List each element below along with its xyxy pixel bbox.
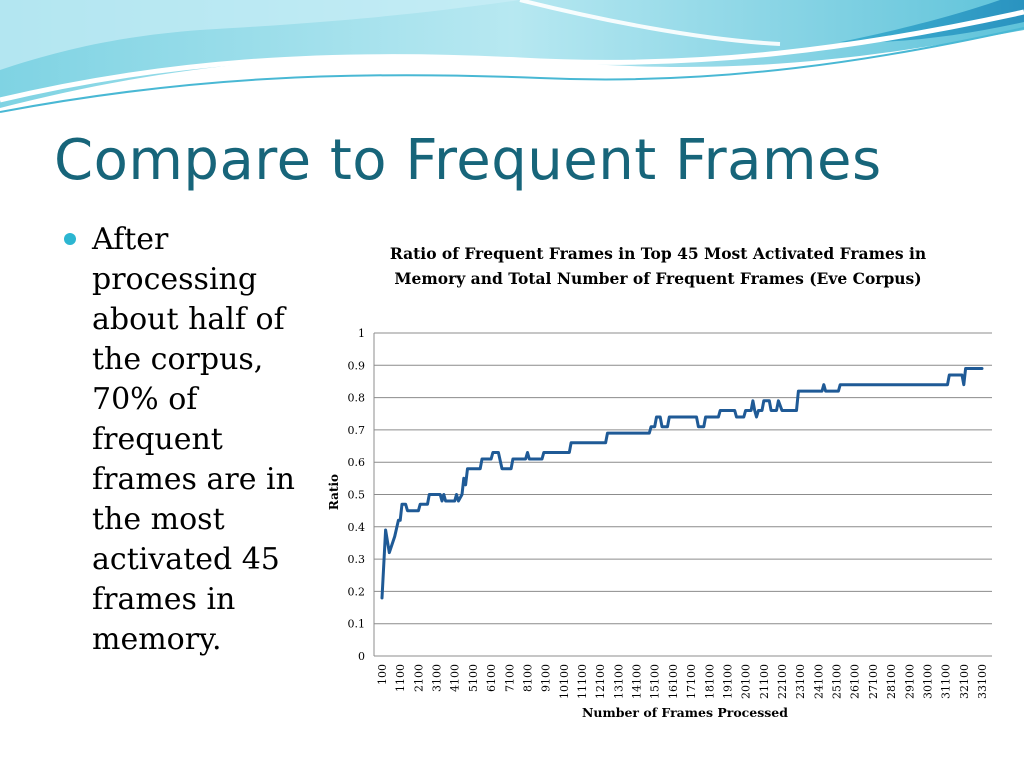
y-tick-label: 0.8	[348, 392, 366, 405]
y-tick-label: 0.9	[348, 359, 366, 372]
x-tick-label: 16100	[667, 664, 680, 699]
x-tick-label: 26100	[849, 664, 862, 699]
x-tick-label: 18100	[703, 664, 716, 699]
series-line	[380, 367, 984, 600]
y-tick-label: 0.5	[348, 489, 366, 502]
y-tick-label: 0.3	[348, 553, 366, 566]
x-tick-label: 27100	[867, 664, 880, 699]
chart-title: Ratio of Frequent Frames in Top 45 Most …	[389, 244, 927, 288]
x-tick-label: 25100	[831, 664, 844, 699]
x-tick-label: 15100	[649, 664, 662, 699]
x-tick-label: 2100	[412, 664, 425, 692]
x-tick-label: 31100	[940, 664, 953, 699]
x-tick-label: 17100	[685, 664, 698, 699]
y-tick-label: 0.4	[348, 521, 366, 534]
x-tick-label: 21100	[758, 664, 771, 699]
y-tick-label: 0.2	[348, 585, 366, 598]
x-tick-label: 3100	[431, 664, 444, 692]
x-tick-label: 23100	[794, 664, 807, 699]
y-tick-label: 0.6	[348, 456, 366, 469]
x-tick-label: 100	[376, 664, 389, 685]
x-tick-label: 13100	[612, 664, 625, 699]
x-tick-label: 14100	[631, 664, 644, 699]
y-axis-title: Ratio	[327, 474, 341, 510]
x-tick-label: 32100	[958, 664, 971, 699]
x-tick-label: 19100	[721, 664, 734, 699]
y-tick-label: 0.1	[348, 618, 366, 631]
x-tick-label: 9100	[540, 664, 553, 692]
x-tick-label: 6100	[485, 664, 498, 692]
x-tick-label: 20100	[740, 664, 753, 699]
bullet-text: After processing about half of the corpu…	[92, 222, 295, 657]
x-tick-label: 1100	[394, 664, 407, 692]
y-tick-label: 0	[358, 650, 365, 663]
header-wave-decoration	[0, 0, 1024, 113]
x-tick-label: 30100	[921, 664, 934, 699]
x-axis-title: Number of Frames Processed	[582, 705, 788, 720]
y-tick-label: 0.7	[348, 424, 366, 437]
x-tick-label: 33100	[976, 664, 989, 699]
x-tick-label: 10100	[558, 664, 571, 699]
x-tick-label: 12100	[594, 664, 607, 699]
x-tick-label: 8100	[521, 664, 534, 692]
y-tick-label: 1	[358, 327, 365, 340]
x-tick-label: 28100	[885, 664, 898, 699]
x-tick-label: 7100	[503, 664, 516, 692]
x-tick-label: 24100	[812, 664, 825, 699]
slide-title: Compare to Frequent Frames	[54, 128, 882, 193]
x-tick-label: 4100	[449, 664, 462, 692]
x-tick-label: 11100	[576, 664, 589, 699]
x-tick-label: 22100	[776, 664, 789, 699]
x-tick-label: 5100	[467, 664, 480, 692]
bullet-icon	[64, 233, 76, 245]
x-tick-label: 29100	[903, 664, 916, 699]
